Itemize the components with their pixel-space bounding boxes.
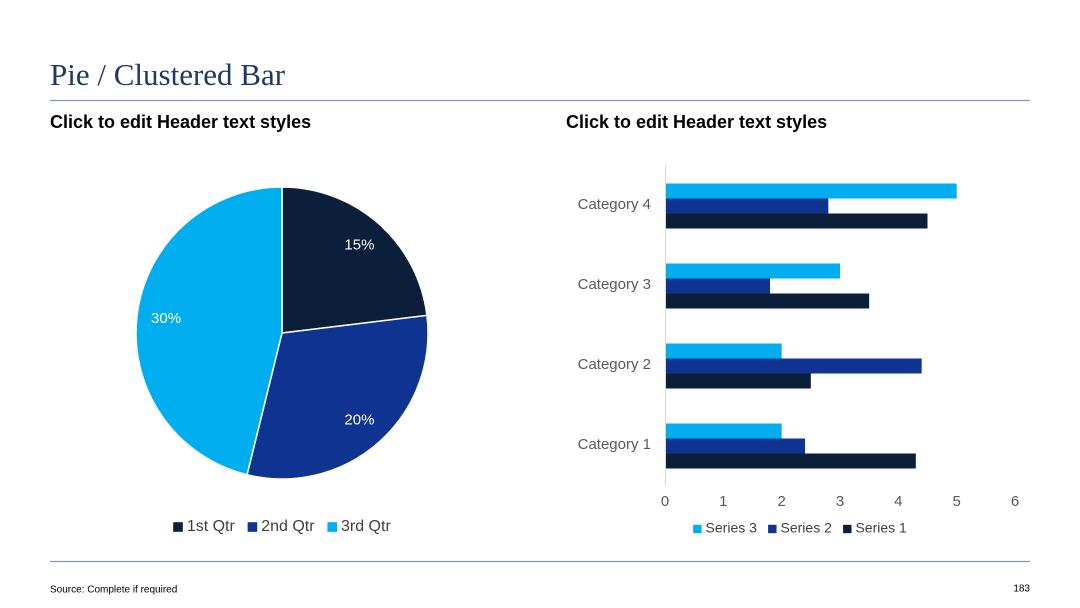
bar	[665, 183, 957, 199]
bar	[665, 213, 928, 229]
source-note: Source: Complete if required	[50, 585, 177, 596]
data-label: 20%	[344, 411, 374, 428]
y-tick-label: Category 4	[578, 196, 651, 213]
y-tick-label: Category 1	[578, 436, 651, 453]
legend-swatch	[843, 524, 852, 534]
legend-swatch	[327, 522, 337, 532]
pie-slice	[135, 186, 283, 476]
chart-header: Click to edit Header text styles	[50, 112, 311, 132]
legend-label: Series 2	[781, 520, 833, 536]
legend-label: Series 3	[706, 520, 758, 536]
chart-header: Click to edit Header text styles	[566, 112, 827, 132]
bar	[665, 343, 782, 359]
bar	[665, 453, 916, 469]
page-number: 183	[1013, 584, 1030, 595]
x-tick-label: 2	[777, 493, 785, 510]
pie-slice	[281, 186, 428, 334]
slide-title: Pie / Clustered Bar	[50, 57, 286, 92]
bar	[665, 423, 782, 439]
legend-swatch	[768, 524, 777, 534]
bar	[665, 198, 829, 214]
legend-swatch	[693, 524, 702, 534]
data-label: 15%	[344, 237, 374, 254]
legend-label: 1st Qtr	[187, 518, 236, 535]
bar	[665, 358, 922, 374]
legend-swatch	[173, 522, 183, 532]
legend-label: Series 1	[855, 520, 907, 536]
bar	[665, 293, 870, 309]
x-tick-label: 3	[836, 493, 844, 510]
legend-label: 2nd Qtr	[261, 518, 315, 535]
bar	[665, 373, 811, 389]
x-tick-label: 6	[1011, 493, 1019, 510]
x-tick-label: 1	[719, 493, 727, 510]
x-tick-label: 5	[952, 493, 960, 510]
bar	[665, 263, 840, 279]
x-tick-label: 0	[661, 493, 669, 510]
legend-swatch	[247, 522, 258, 532]
x-tick-label: 4	[894, 493, 902, 510]
y-tick-label: Category 3	[578, 276, 651, 293]
bar	[665, 278, 770, 294]
y-tick-label: Category 2	[578, 356, 651, 373]
bar	[665, 438, 805, 454]
legend-label: 3rd Qtr	[341, 518, 391, 535]
pie-slice	[246, 314, 429, 480]
data-label: 30%	[151, 310, 181, 327]
